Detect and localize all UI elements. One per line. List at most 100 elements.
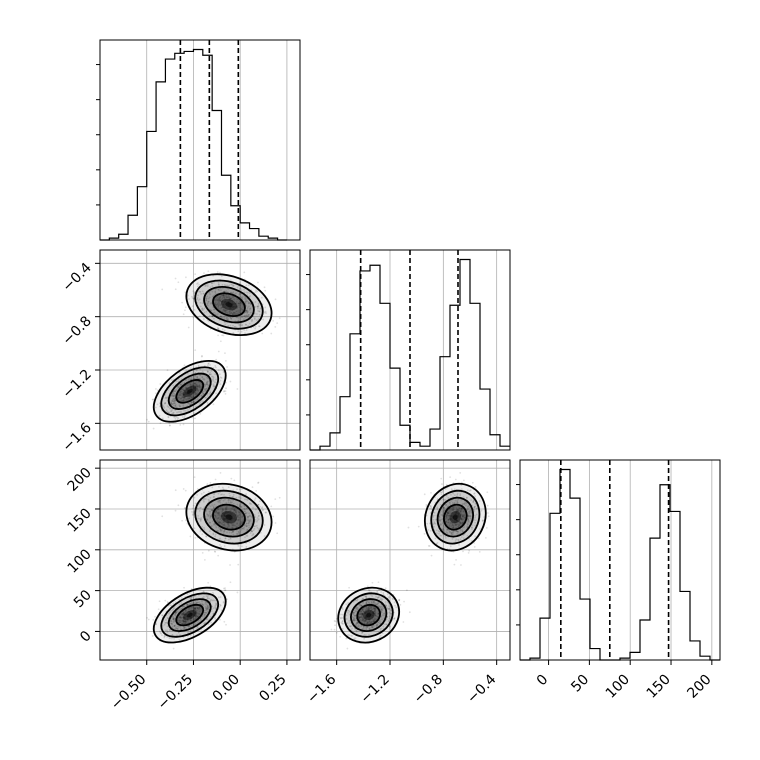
- sample-point: [215, 516, 217, 519]
- sample-point: [165, 409, 168, 412]
- histogram-line-1: [100, 48, 287, 241]
- sample-point: [196, 614, 199, 617]
- sample-point: [181, 388, 184, 390]
- sample-point: [348, 634, 351, 637]
- sample-point: [249, 295, 252, 297]
- sample-point: [185, 603, 188, 606]
- sample-point: [230, 317, 233, 320]
- sample-point: [178, 603, 181, 606]
- sample-point: [223, 310, 226, 313]
- sample-point: [236, 286, 239, 289]
- sample-point: [460, 518, 463, 521]
- sample-point: [202, 491, 205, 494]
- sample-point: [455, 526, 457, 529]
- sample-point: [361, 613, 364, 616]
- sample-point: [455, 558, 457, 561]
- sample-point: [173, 607, 175, 610]
- sample-point: [463, 517, 466, 520]
- sample-point: [217, 514, 220, 516]
- contour-2-0: [152, 360, 227, 423]
- sample-point: [356, 598, 359, 601]
- sample-point: [234, 325, 237, 328]
- sample-point: [372, 614, 375, 617]
- sample-point: [250, 503, 253, 505]
- sample-point: [177, 411, 180, 413]
- sample-point: [398, 598, 401, 601]
- sample-point: [179, 628, 182, 630]
- sample-point: [236, 488, 238, 491]
- sample-point: [235, 511, 238, 514]
- sample-point: [449, 476, 452, 479]
- sample-point: [196, 298, 199, 300]
- sample-point: [473, 506, 475, 509]
- sample-point: [191, 513, 194, 516]
- sample-point: [438, 530, 441, 533]
- sample-point: [374, 607, 377, 610]
- sample-point: [238, 528, 241, 531]
- sample-point: [216, 271, 219, 273]
- sample-point: [214, 291, 217, 294]
- sample-point: [468, 515, 471, 518]
- sample-point: [355, 623, 357, 625]
- sample-point: [364, 617, 366, 619]
- sample-point: [177, 387, 180, 389]
- sample-point: [459, 510, 462, 513]
- x-tick-label-2: 100: [603, 672, 633, 702]
- sample-point: [186, 618, 189, 621]
- sample-point: [231, 309, 234, 312]
- sample-point: [341, 608, 344, 611]
- sample-point: [208, 373, 211, 375]
- sample-point: [183, 396, 186, 399]
- sample-point: [224, 311, 227, 314]
- sample-point: [192, 608, 195, 611]
- sample-point: [195, 388, 198, 391]
- sample-point: [249, 307, 252, 310]
- sample-point: [220, 498, 223, 501]
- sample-point: [217, 526, 220, 529]
- sample-point: [219, 296, 222, 298]
- sample-point: [194, 615, 196, 618]
- sample-point: [236, 298, 239, 301]
- sample-point: [358, 616, 361, 619]
- sample-point: [234, 509, 237, 512]
- sample-point: [245, 522, 248, 525]
- sample-point: [238, 518, 240, 521]
- sample-point: [230, 526, 233, 529]
- sample-point: [196, 296, 199, 299]
- sample-point: [221, 294, 224, 297]
- sample-point: [174, 418, 177, 420]
- sample-point: [445, 514, 448, 517]
- sample-point: [196, 494, 199, 496]
- sample-point: [264, 289, 267, 292]
- sample-point: [450, 507, 453, 510]
- sample-point: [390, 612, 393, 615]
- sample-point: [354, 599, 357, 602]
- sample-point: [237, 530, 240, 533]
- sample-point: [165, 622, 167, 624]
- sample-point: [243, 288, 245, 291]
- sample-point: [449, 503, 452, 506]
- sample-point: [221, 306, 224, 309]
- sample-point: [233, 312, 236, 314]
- sample-point: [223, 540, 226, 542]
- sample-point: [254, 516, 257, 518]
- sample-point: [190, 387, 193, 389]
- contour-2-0: [337, 586, 400, 644]
- sample-point: [451, 537, 454, 540]
- sample-point: [182, 393, 185, 396]
- sample-point: [258, 313, 261, 316]
- sample-point: [465, 502, 468, 505]
- sample-point: [214, 510, 217, 513]
- sample-point: [198, 283, 200, 286]
- sample-point: [246, 529, 249, 531]
- sample-point: [376, 624, 379, 626]
- sample-point: [379, 629, 382, 632]
- sample-point: [209, 515, 212, 518]
- sample-point: [246, 516, 249, 519]
- sample-point: [364, 611, 366, 614]
- sample-point: [203, 558, 206, 561]
- sample-point: [206, 610, 209, 613]
- sample-point: [190, 385, 193, 387]
- sample-point: [379, 622, 382, 625]
- sample-point: [481, 519, 484, 522]
